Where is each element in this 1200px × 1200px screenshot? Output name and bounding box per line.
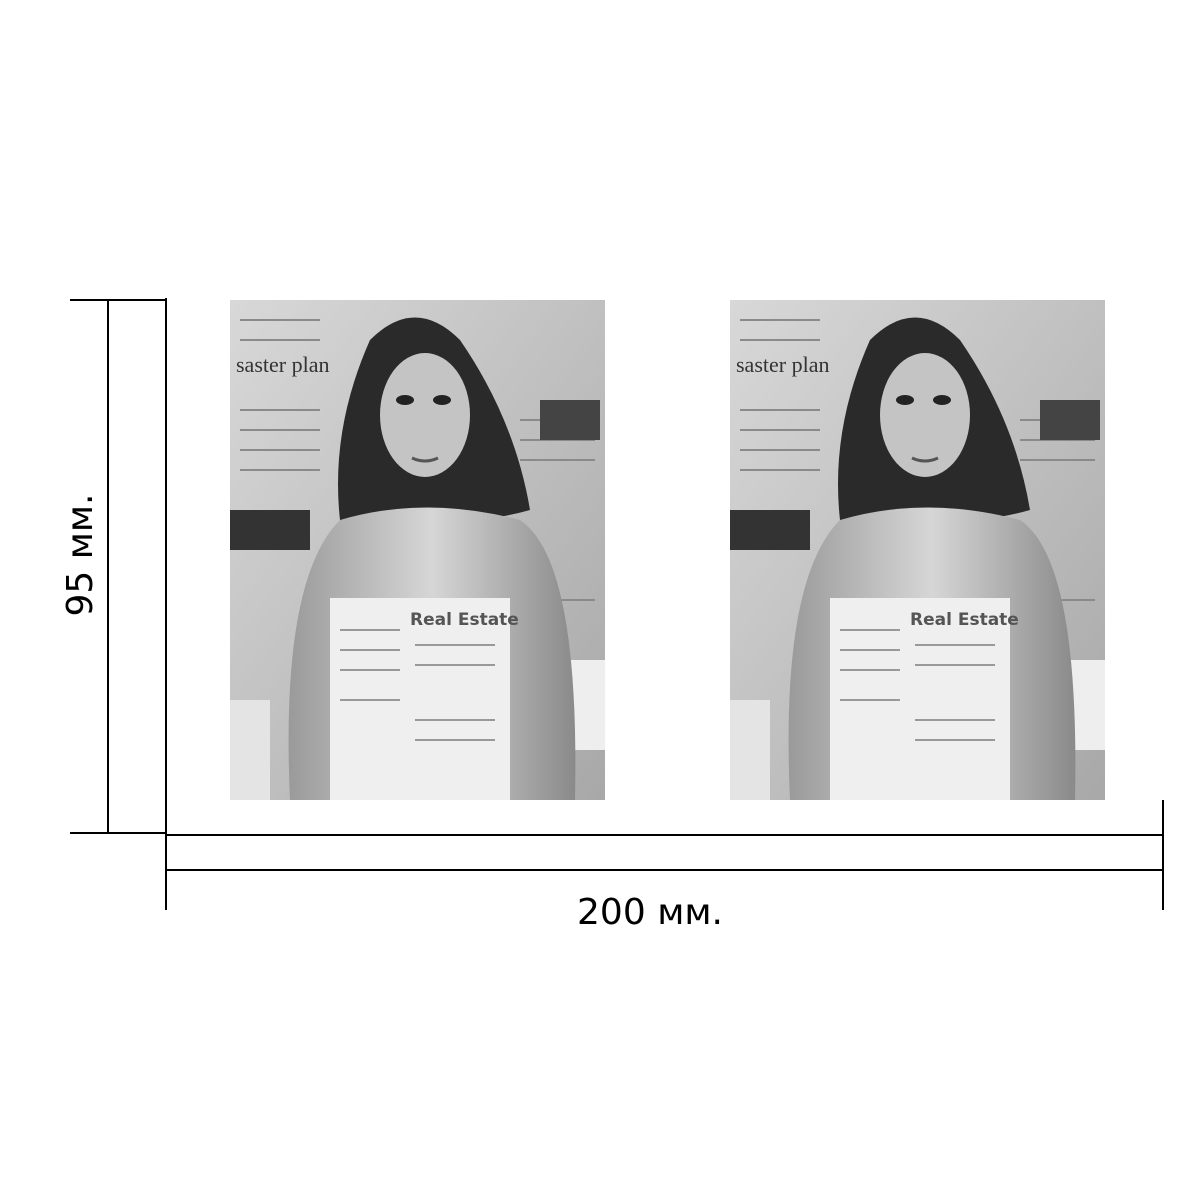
- width-label: 200 мм.: [577, 892, 723, 933]
- height-dimension: 95 мм.: [60, 298, 167, 834]
- photo-text: saster plan: [236, 352, 329, 377]
- photo-text: Real Estate: [910, 610, 1019, 630]
- height-label: 95 мм.: [60, 493, 101, 616]
- width-dimension: 200 мм.: [165, 800, 1164, 933]
- photo-text: Real Estate: [410, 610, 519, 630]
- photo-right: saster plan Real Estate: [728, 298, 1107, 802]
- photo-left: saster plan Real Estate: [228, 298, 607, 802]
- photo-text: saster plan: [736, 352, 829, 377]
